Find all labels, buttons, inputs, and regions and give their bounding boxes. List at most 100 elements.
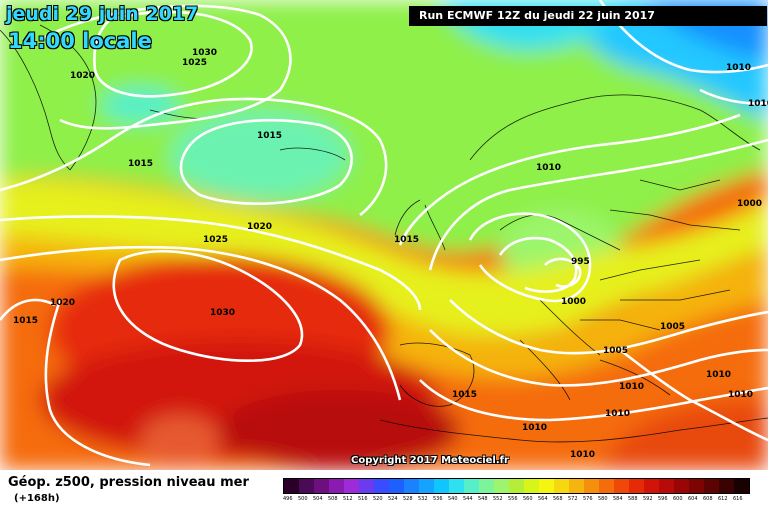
legend-value: 608: [703, 496, 713, 502]
isobar-label: 1000: [737, 199, 762, 209]
legend-value: 552: [493, 496, 503, 502]
legend-value: 604: [688, 496, 698, 502]
legend-value: 524: [388, 496, 398, 502]
legend-swatch: [314, 479, 329, 493]
isobar-label: 1025: [182, 58, 207, 68]
legend-value: 616: [733, 496, 743, 502]
isobar-label: 1020: [247, 222, 272, 232]
isobar-label: 995: [571, 257, 590, 267]
legend-swatch: [554, 479, 569, 493]
isobar-label: 1015: [394, 235, 419, 245]
legend-swatch: [629, 479, 644, 493]
legend-swatch: [509, 479, 524, 493]
color-legend: [283, 478, 750, 494]
legend-value: 556: [508, 496, 518, 502]
color-field: [0, 0, 768, 470]
isobar-label: 1030: [192, 48, 217, 58]
isobar-label: 1025: [203, 235, 228, 245]
legend-value: 536: [433, 496, 443, 502]
legend-swatch: [734, 479, 749, 493]
isobar-label: 1015: [452, 390, 477, 400]
legend-swatch: [539, 479, 554, 493]
legend-value: 592: [643, 496, 653, 502]
isobar-label: 1015: [257, 131, 282, 141]
legend-swatch: [524, 479, 539, 493]
legend-swatch: [674, 479, 689, 493]
legend-value: 516: [358, 496, 368, 502]
legend-swatch: [614, 479, 629, 493]
legend-value: 564: [538, 496, 548, 502]
legend-swatch: [359, 479, 374, 493]
legend-swatch: [464, 479, 479, 493]
legend-value: 540: [448, 496, 458, 502]
legend-value: 544: [463, 496, 473, 502]
isobar-label: 1015: [128, 159, 153, 169]
isobar-label: 1015: [13, 316, 38, 326]
legend-value: 584: [613, 496, 623, 502]
legend-value: 548: [478, 496, 488, 502]
legend-swatch: [344, 479, 359, 493]
legend-swatch: [299, 479, 314, 493]
legend-swatch: [659, 479, 674, 493]
forecast-hour: (+168h): [14, 493, 60, 504]
legend-value: 596: [658, 496, 668, 502]
isobar-label: 1010: [748, 99, 768, 109]
legend-swatch: [689, 479, 704, 493]
map-title: Géop. z500, pression niveau mer: [8, 475, 249, 490]
isobar-label: 1010: [570, 450, 595, 460]
isobar-label: 1010: [706, 370, 731, 380]
isobar-label: 1010: [619, 382, 644, 392]
legend-value: 512: [343, 496, 353, 502]
isobar-label: 1005: [603, 346, 628, 356]
legend-swatch: [584, 479, 599, 493]
legend-value: 572: [568, 496, 578, 502]
legend-swatch: [644, 479, 659, 493]
legend-swatch: [404, 479, 419, 493]
legend-value: 588: [628, 496, 638, 502]
isobar-label: 1030: [210, 308, 235, 318]
legend-value: 528: [403, 496, 413, 502]
legend-value: 496: [283, 496, 293, 502]
legend-value: 612: [718, 496, 728, 502]
isobar-label: 1010: [728, 390, 753, 400]
isobar-labels: 1030102510201015101510101010101010001020…: [13, 48, 768, 460]
legend-swatch: [434, 479, 449, 493]
isobar-label: 1010: [605, 409, 630, 419]
legend-value: 504: [313, 496, 323, 502]
legend-value: 568: [553, 496, 563, 502]
legend-swatch: [494, 479, 509, 493]
isobar-label: 1010: [536, 163, 561, 173]
model-run-label: Run ECMWF 12Z du jeudi 22 juin 2017: [409, 6, 767, 26]
legend-value: 532: [418, 496, 428, 502]
legend-swatch: [284, 479, 299, 493]
isobar-label: 1005: [660, 322, 685, 332]
legend-value: 576: [583, 496, 593, 502]
isobar-label: 1020: [70, 71, 95, 81]
legend-value: 500: [298, 496, 308, 502]
forecast-date: jeudi 29 juin 2017: [6, 3, 199, 25]
legend-swatch: [389, 479, 404, 493]
isobar-label: 1000: [561, 297, 586, 307]
legend-swatch: [704, 479, 719, 493]
forecast-time: 14:00 locale: [8, 29, 152, 53]
legend-value: 560: [523, 496, 533, 502]
legend-value: 600: [673, 496, 683, 502]
geopotential-map: 1030102510201015101510101010101010001020…: [0, 0, 768, 470]
legend-swatch: [449, 479, 464, 493]
isobar-label: 1020: [50, 298, 75, 308]
copyright-notice: Copyright 2017 Meteociel.fr: [351, 455, 509, 466]
isobar-label: 1010: [522, 423, 547, 433]
legend-swatch: [374, 479, 389, 493]
legend-value: 580: [598, 496, 608, 502]
isobar-label: 1010: [726, 63, 751, 73]
legend-swatch: [419, 479, 434, 493]
legend-swatch: [479, 479, 494, 493]
legend-swatch: [719, 479, 734, 493]
legend-value: 520: [373, 496, 383, 502]
legend-swatch: [329, 479, 344, 493]
legend-value: 508: [328, 496, 338, 502]
legend-swatch: [569, 479, 584, 493]
color-legend-labels: 496 500 504 508 512 516 520 524 528 532 536 540 544 5…: [283, 496, 748, 502]
legend-swatch: [599, 479, 614, 493]
